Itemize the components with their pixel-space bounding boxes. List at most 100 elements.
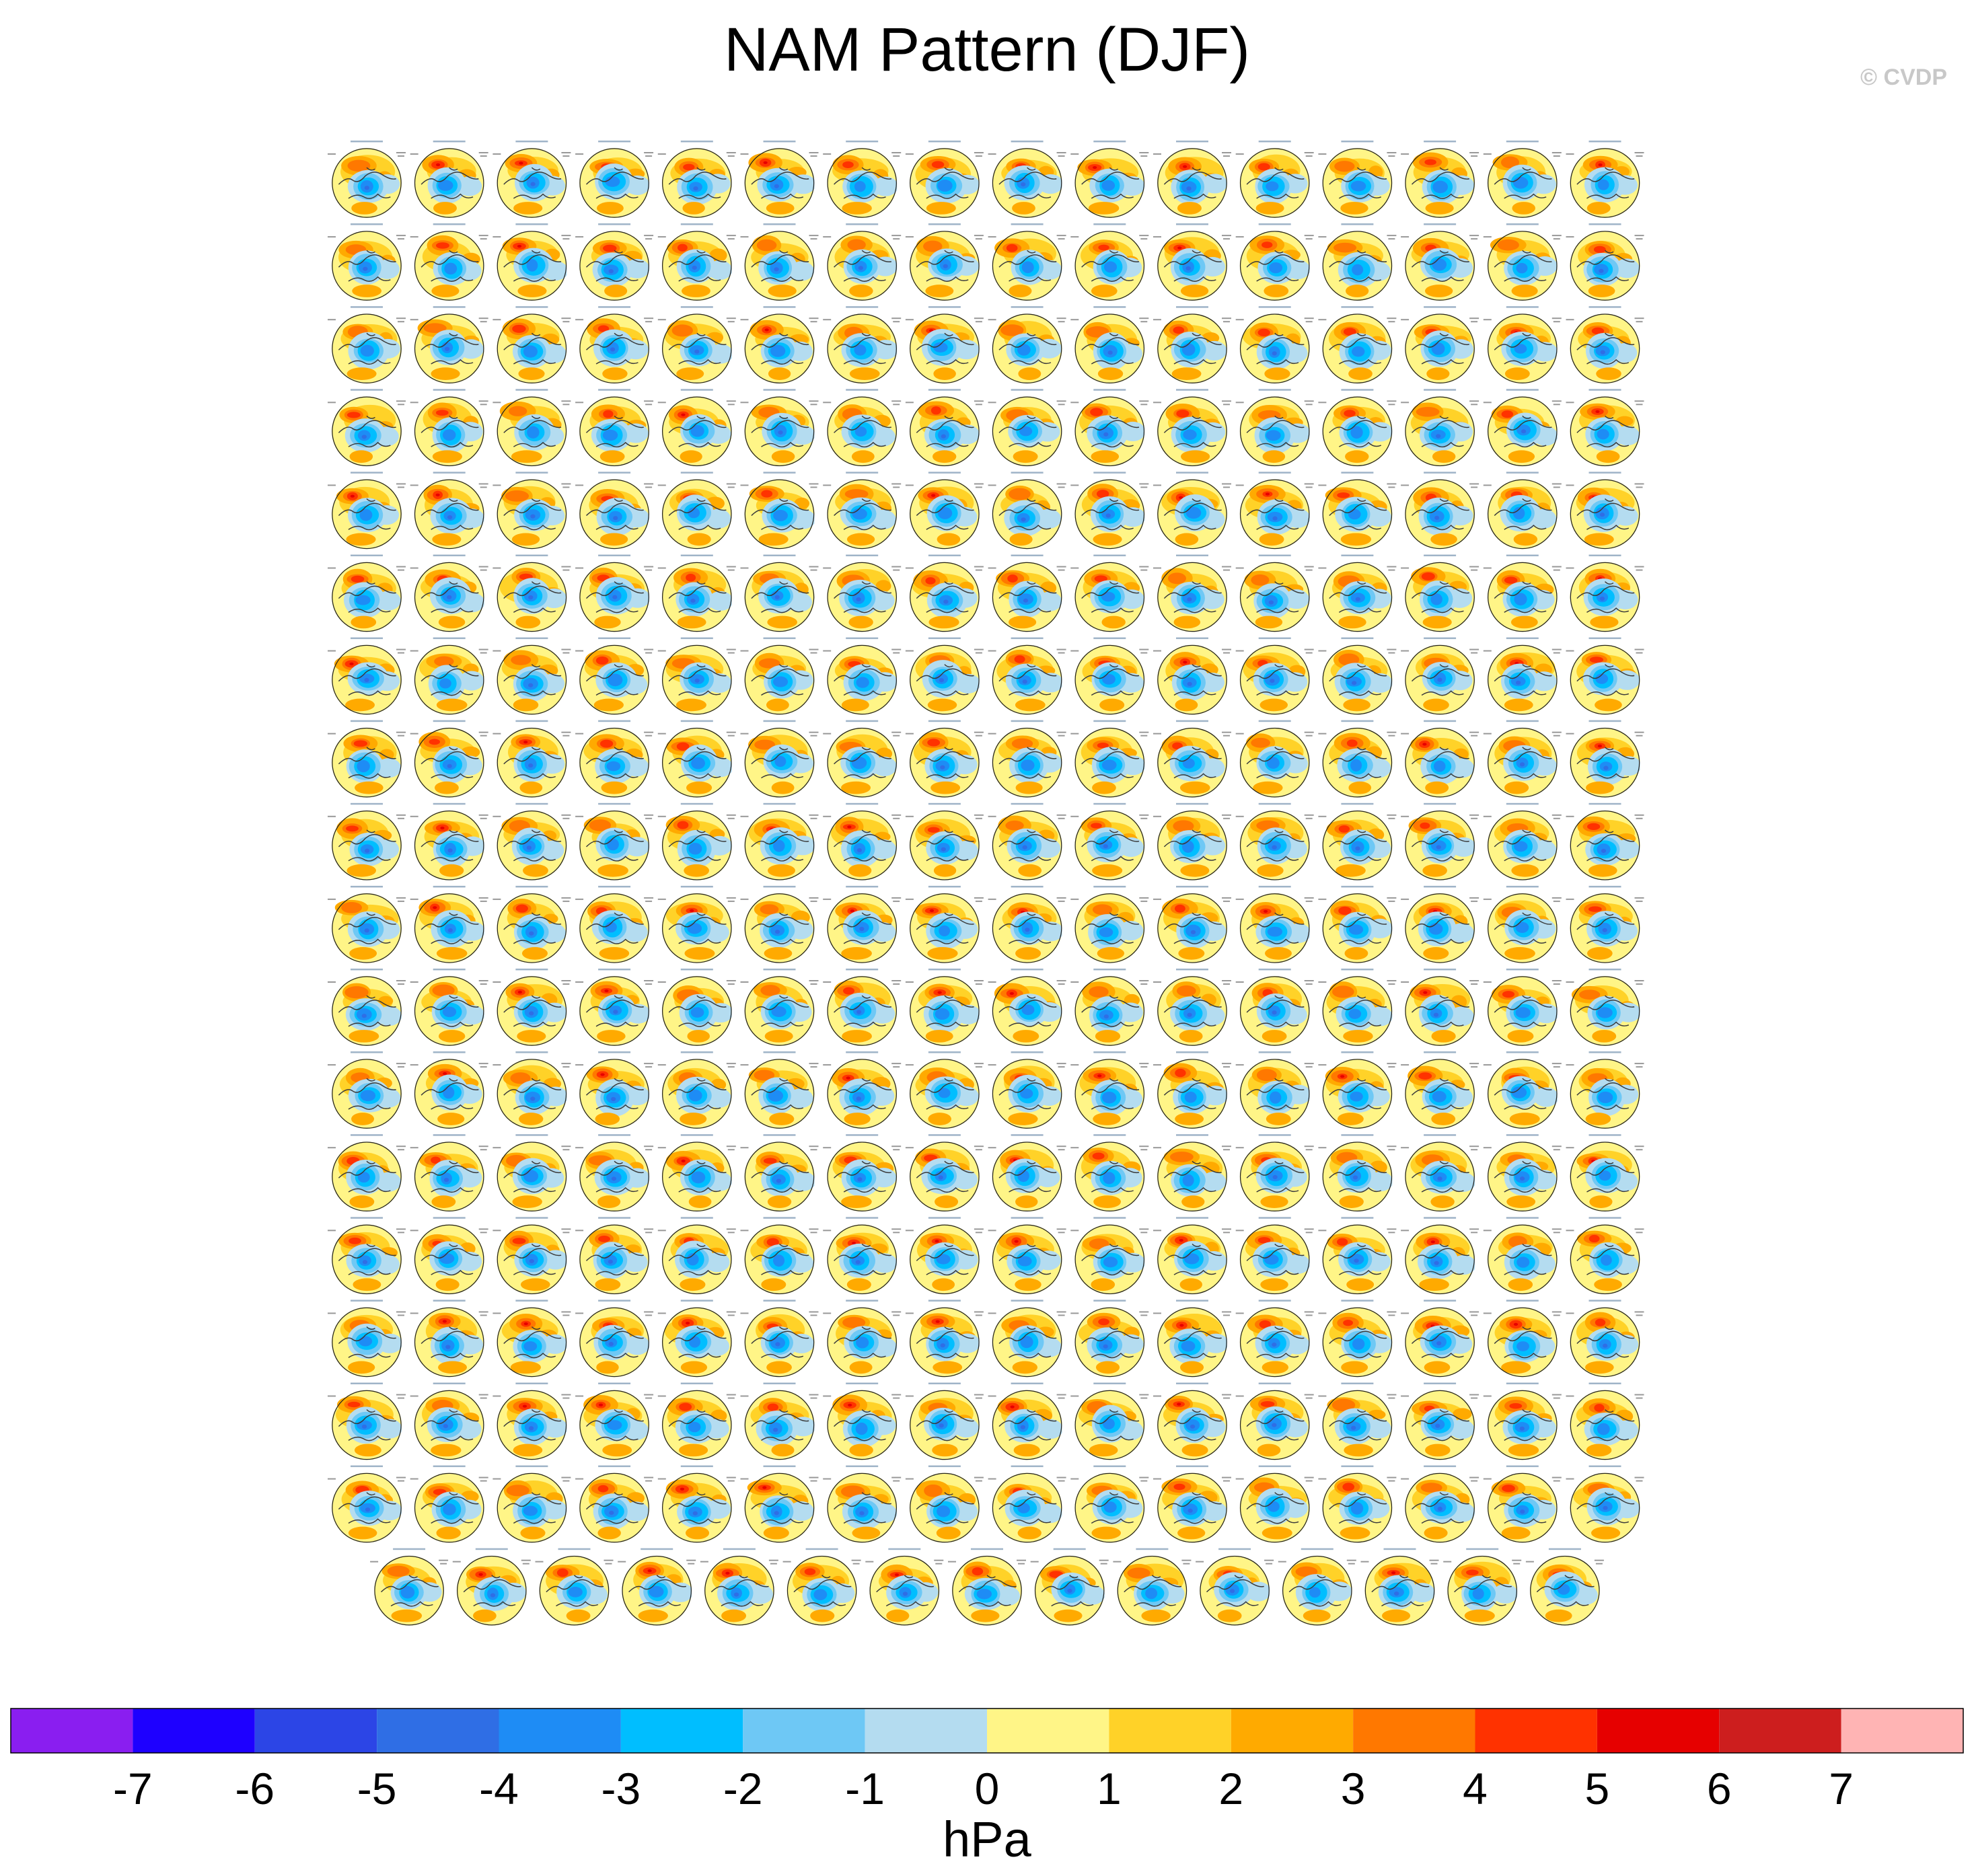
panel-title-mark — [1258, 472, 1291, 474]
panel-title-mark — [846, 141, 879, 143]
map-disc — [497, 562, 567, 632]
panel-stat-mark — [1223, 1232, 1230, 1234]
panel-stat-mark — [1223, 735, 1230, 737]
panel-stat-mark — [575, 1312, 584, 1314]
panel-title-mark — [763, 1134, 796, 1136]
nam-map-panel — [328, 885, 406, 963]
panel-stat-mark — [975, 652, 982, 654]
map-disc — [1157, 231, 1227, 301]
panel-stat-mark — [891, 1063, 902, 1065]
panel-stat-mark — [1471, 321, 1478, 323]
panel-title-mark — [1176, 223, 1208, 225]
nam-map-panel — [1566, 223, 1644, 301]
panel-stat-mark — [1566, 1230, 1574, 1232]
panel-stat-mark — [988, 319, 996, 321]
map-disc — [1157, 1059, 1227, 1129]
panel-stat-mark — [657, 1312, 666, 1314]
nam-map-panel — [823, 1300, 902, 1378]
panel-stat-mark — [644, 400, 654, 402]
panel-stat-mark — [1471, 817, 1478, 819]
map-disc — [497, 1390, 567, 1460]
map-disc — [827, 727, 898, 798]
panel-stat-mark — [809, 235, 819, 237]
nam-map-panel — [988, 472, 1066, 550]
panel-stat-mark — [1553, 404, 1560, 406]
panel-title-mark — [1588, 637, 1621, 640]
map-disc — [992, 1472, 1062, 1543]
map-disc — [661, 644, 732, 715]
panel-stat-mark — [852, 1563, 860, 1565]
panel-title-mark — [1341, 472, 1374, 474]
nam-map-panel — [988, 969, 1066, 1046]
panel-title-mark — [928, 306, 961, 308]
panel-stat-mark — [893, 1232, 900, 1234]
nam-map-panel — [328, 1300, 406, 1378]
panel-stat-mark — [1634, 1146, 1644, 1148]
nam-map-panel — [1401, 141, 1479, 218]
panel-title-mark — [1176, 554, 1208, 556]
panel-title-mark — [1341, 1382, 1374, 1384]
panel-stat-mark — [727, 238, 735, 240]
panel-stat-mark — [1553, 486, 1560, 488]
map-disc — [909, 313, 980, 384]
panel-stat-mark — [1318, 1064, 1327, 1066]
nam-map-panel — [823, 306, 902, 384]
nam-map-panel — [700, 1548, 778, 1626]
nam-map-panel — [1566, 1051, 1644, 1129]
panel-title-mark — [928, 1300, 961, 1302]
nam-map-panel — [782, 1548, 861, 1626]
panel-stat-mark — [1305, 1149, 1313, 1151]
map-disc — [827, 1307, 898, 1378]
panel-stat-mark — [1140, 1480, 1148, 1482]
panel-stat-mark — [727, 404, 735, 406]
map-disc — [744, 148, 815, 218]
panel-title-mark — [433, 1382, 466, 1384]
panel-stat-mark — [1058, 735, 1065, 737]
panel-title-mark — [846, 1134, 879, 1136]
nam-map-panel — [1070, 1217, 1149, 1295]
panel-title-mark — [1588, 885, 1621, 888]
map-disc — [497, 810, 567, 880]
panel-stat-mark — [740, 319, 749, 321]
map-disc — [909, 562, 980, 632]
panel-stat-mark — [1551, 1476, 1562, 1478]
panel-stat-mark — [1139, 814, 1149, 816]
map-disc — [1157, 893, 1227, 963]
panel-stat-mark — [1223, 1397, 1230, 1399]
panel-stat-mark — [1483, 567, 1492, 569]
map-disc — [661, 396, 732, 467]
panel-title-mark — [351, 1051, 383, 1053]
panel-stat-mark — [492, 1478, 501, 1480]
panel-stat-mark — [410, 153, 418, 155]
panel-stat-mark — [1634, 1394, 1644, 1396]
panel-title-mark — [433, 637, 466, 640]
nam-map-panel — [410, 802, 488, 880]
panel-title-mark — [680, 1465, 713, 1468]
panel-stat-mark — [1346, 1559, 1356, 1561]
panel-stat-mark — [645, 404, 653, 406]
panel-stat-mark — [1304, 1063, 1314, 1065]
panel-title-mark — [1093, 1465, 1126, 1468]
panel-stat-mark — [1304, 152, 1314, 153]
panel-stat-mark — [1401, 733, 1410, 735]
panel-stat-mark — [1056, 1311, 1066, 1313]
panel-title-mark — [515, 802, 548, 805]
panel-stat-mark — [988, 981, 996, 983]
panel-stat-mark — [810, 735, 817, 737]
panel-stat-mark — [975, 900, 982, 902]
map-disc — [827, 562, 898, 632]
nam-map-panel — [988, 1465, 1066, 1543]
nam-map-panel — [823, 1134, 902, 1212]
panel-stat-mark — [480, 983, 487, 985]
nam-map-panel — [575, 802, 654, 880]
panel-stat-mark — [1387, 317, 1397, 320]
panel-stat-mark — [1305, 1480, 1313, 1482]
panel-stat-mark — [562, 155, 570, 157]
panel-stat-mark — [410, 484, 418, 486]
nam-map-panel — [1070, 969, 1149, 1046]
panel-title-mark — [723, 1548, 756, 1550]
panel-stat-mark — [562, 900, 570, 902]
panel-stat-mark — [1058, 1480, 1065, 1482]
panel-title-mark — [1588, 554, 1621, 556]
map-disc — [1074, 1472, 1145, 1543]
